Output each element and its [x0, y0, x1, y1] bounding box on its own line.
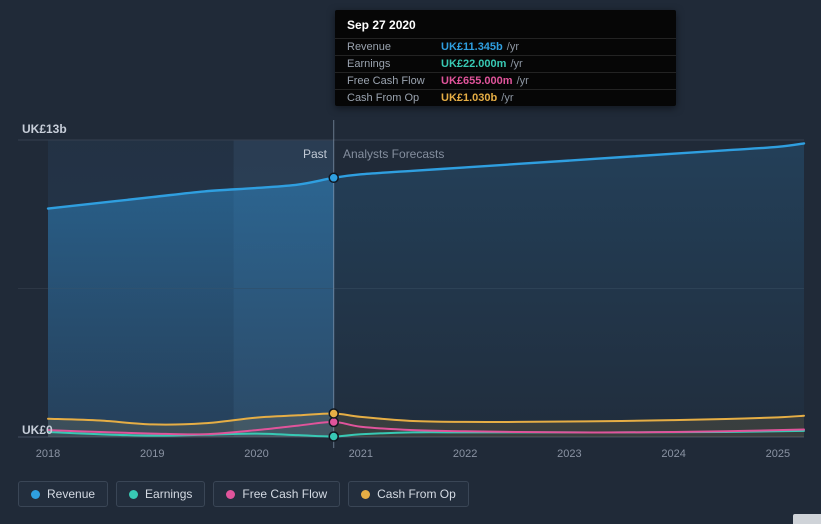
tooltip-row-earnings: Earnings UK£22.000m /yr [335, 55, 676, 72]
tooltip-label: Free Cash Flow [347, 75, 425, 87]
tooltip-value: UK£22.000m [441, 58, 507, 70]
chart-tooltip: Sep 27 2020 Revenue UK£11.345b /yr Earni… [335, 10, 676, 106]
tooltip-label: Earnings [347, 58, 391, 70]
tooltip-label: Revenue [347, 41, 392, 53]
tooltip-unit: /yr [510, 58, 523, 70]
free-cash-flow-dot-icon [226, 489, 236, 499]
marker-dot-cash-from-op[interactable] [328, 408, 339, 419]
revenue-dot-icon [31, 489, 40, 499]
legend-item-revenue[interactable]: Revenue [18, 481, 109, 507]
tooltip-row-free-cash-flow: Free Cash Flow UK£655.000m /yr [335, 72, 676, 89]
series-line-revenue [46, 142, 806, 210]
past-label: Past [302, 147, 327, 161]
tooltip-row-revenue: Revenue UK£11.345b /yr [335, 38, 676, 55]
legend-label: Earnings [145, 487, 193, 501]
revenue-area-past [48, 177, 334, 438]
tooltip-value: UK£11.345b [441, 41, 503, 53]
y-axis-label-top: UK£13b [22, 122, 67, 136]
x-axis-label-2018: 2018 [35, 448, 61, 460]
x-axis-label-2024: 2024 [661, 448, 686, 460]
legend-item-cash-from-op[interactable]: Cash From Op [348, 481, 469, 507]
legend-label: Cash From Op [377, 487, 456, 501]
x-axis-label-2023: 2023 [557, 448, 582, 460]
legend-label: Revenue [47, 487, 96, 501]
x-axis-label-2019: 2019 [140, 448, 165, 460]
tooltip-value: UK£655.000m [441, 75, 513, 87]
x-axis-label-2025: 2025 [765, 448, 791, 460]
legend-item-earnings[interactable]: Earnings [116, 481, 206, 507]
legend-item-free-cash-flow[interactable]: Free Cash Flow [213, 481, 341, 507]
forecast-label: Analysts Forecasts [343, 147, 445, 161]
chart-legend: Revenue Earnings Free Cash Flow Cash Fro… [18, 481, 469, 507]
earnings-dot-icon [129, 489, 139, 499]
marker-dot-free-cash-flow[interactable] [328, 416, 339, 428]
cash-from-op-dot-icon [361, 489, 371, 499]
cutoff-corner-element [793, 514, 821, 524]
legend-label: Free Cash Flow [242, 487, 328, 501]
marker-dot-earnings[interactable] [328, 431, 339, 442]
tooltip-unit: /yr [506, 41, 519, 53]
tooltip-row-cash-from-op: Cash From Op UK£1.030b /yr [335, 89, 676, 106]
revenue-area-forecast [333, 143, 804, 437]
y-axis-label-zero: UK£0 [22, 423, 53, 437]
tooltip-date: Sep 27 2020 [347, 18, 416, 32]
tooltip-value: UK£1.030b [441, 92, 498, 104]
series-line-free-cash-flow [47, 421, 805, 436]
x-axis-label-2021: 2021 [348, 448, 374, 460]
marker-dot-revenue[interactable] [328, 172, 339, 184]
tooltip-unit: /yr [501, 92, 514, 104]
series-line-cash-from-op [47, 412, 805, 426]
x-axis-label-2022: 2022 [452, 448, 478, 460]
x-axis-label-2020: 2020 [244, 448, 269, 460]
tooltip-unit: /yr [516, 75, 529, 87]
tooltip-label: Cash From Op [347, 92, 420, 104]
